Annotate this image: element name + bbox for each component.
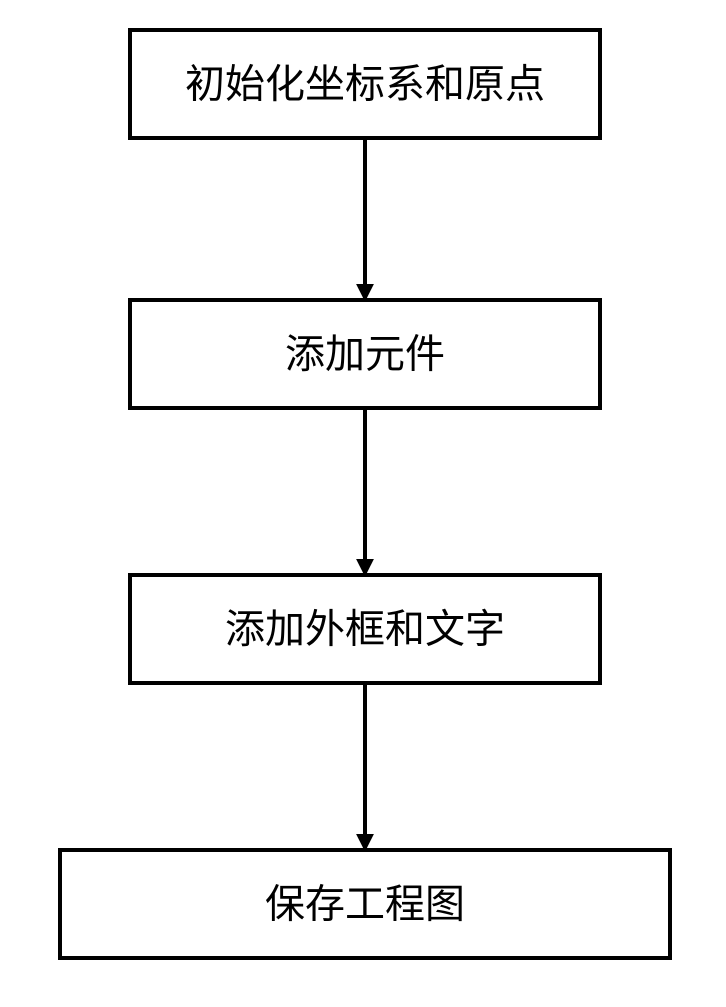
- flowchart-node-label: 保存工程图: [265, 882, 465, 927]
- flowchart-node-label: 添加元件: [285, 332, 445, 377]
- flowchart-node: 初始化坐标系和原点: [130, 30, 600, 138]
- flowchart-node: 添加元件: [130, 300, 600, 408]
- flowchart-node: 保存工程图: [60, 850, 670, 958]
- flowchart-node-label: 添加外框和文字: [225, 607, 505, 652]
- flowchart-node: 添加外框和文字: [130, 575, 600, 683]
- flowchart-node-label: 初始化坐标系和原点: [185, 62, 545, 107]
- flowchart-canvas: 初始化坐标系和原点添加元件添加外框和文字保存工程图: [0, 0, 726, 1007]
